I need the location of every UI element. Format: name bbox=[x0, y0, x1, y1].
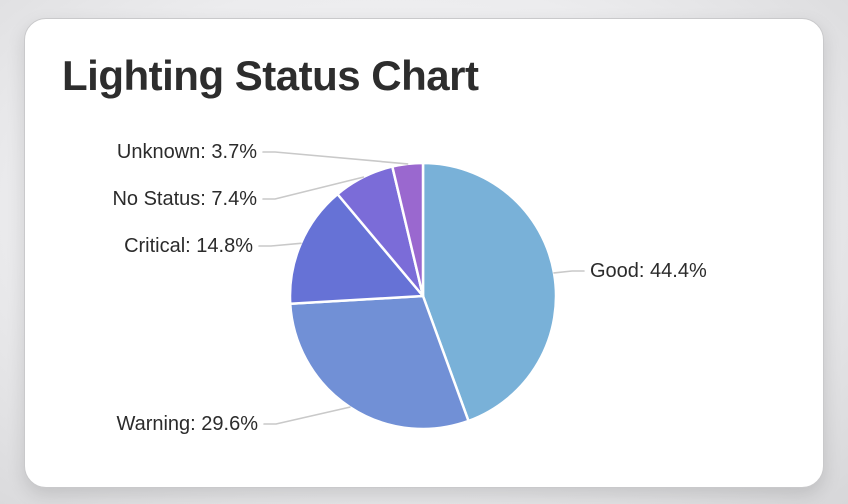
chart-title: Lighting Status Chart bbox=[62, 52, 479, 99]
slice-label-critical: Critical: 14.8% bbox=[124, 235, 253, 257]
slice-label-unknown: Unknown: 3.7% bbox=[116, 141, 257, 163]
slice-label-warning: Warning: 29.6% bbox=[116, 413, 258, 435]
slice-label-good: Good: 44.4% bbox=[590, 260, 707, 282]
slice-label-no-status: No Status: 7.4% bbox=[112, 188, 257, 210]
